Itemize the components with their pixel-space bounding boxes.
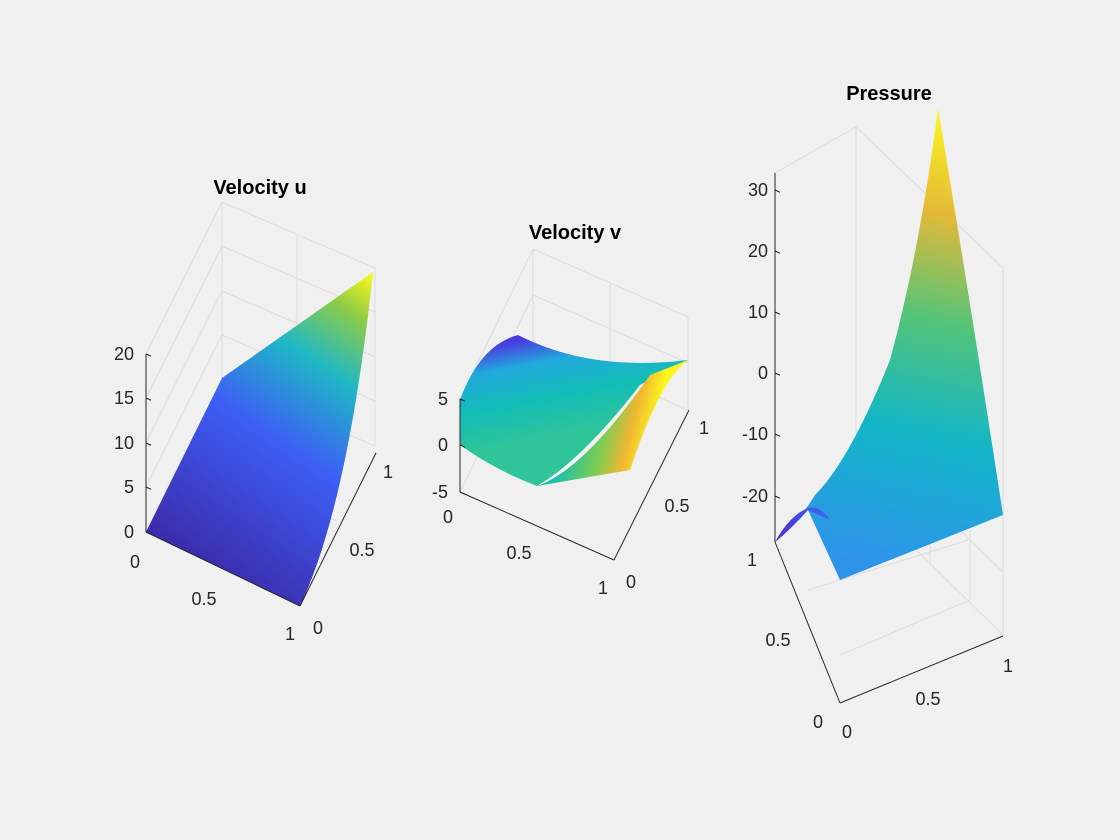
tick-mark: [145, 486, 152, 490]
z-tick-label: 0: [758, 363, 768, 383]
axis-lines-pressure: [774, 173, 1004, 704]
tick-mark: [459, 491, 466, 495]
tick-mark: [774, 495, 781, 499]
tick-mark: [145, 531, 152, 535]
y-tick-label: 0: [626, 572, 636, 592]
x-tick-label: 0: [842, 722, 852, 742]
x-tick-label: 0.5: [915, 689, 940, 709]
axes-velocity-v: Velocity v: [459, 222, 690, 561]
chart-title: Velocity u: [213, 177, 306, 199]
surface-velocity-v-side: [537, 360, 688, 486]
axes-pressure: Pressure: [774, 83, 1004, 704]
chart-title: Velocity v: [529, 222, 622, 244]
z-tick-label: 10: [748, 302, 768, 322]
chart-title: Pressure: [846, 83, 932, 105]
surface-pressure: [775, 108, 1003, 580]
tick-mark: [774, 189, 781, 193]
tick-mark: [459, 398, 466, 402]
z-tick-label: 20: [748, 241, 768, 261]
y-tick-label: 1: [383, 462, 393, 482]
tick-mark: [774, 311, 781, 315]
tick-mark: [774, 250, 781, 254]
surface-pressure-dip: [775, 507, 830, 542]
tick-mark: [145, 353, 152, 357]
x-tick-label: 0: [443, 507, 453, 527]
y-tick-label: 0.5: [664, 496, 689, 516]
x-tick-label: 1: [285, 624, 295, 644]
tick-mark: [145, 442, 152, 446]
y-tick-label: 0: [313, 618, 323, 638]
z-tick-label: 5: [438, 389, 448, 409]
z-tick-label: 5: [124, 477, 134, 497]
x-tick-label: 0.5: [191, 589, 216, 609]
y-tick-label: 1: [747, 550, 757, 570]
z-tick-label: -5: [432, 482, 448, 502]
z-tick-label: 0: [124, 522, 134, 542]
z-tick-label: -10: [742, 424, 768, 444]
tick-mark: [774, 433, 781, 437]
z-tick-label: 20: [114, 344, 134, 364]
z-tick-label: 10: [114, 433, 134, 453]
tick-mark: [459, 444, 466, 448]
tick-mark: [145, 397, 152, 401]
axes-velocity-u: Velocity u: [145, 177, 377, 607]
y-tick-label: 0: [813, 712, 823, 732]
x-tick-label: 1: [1003, 656, 1013, 676]
surface-velocity-u: [146, 272, 373, 606]
y-tick-label: 0.5: [765, 630, 790, 650]
z-tick-label: 0: [438, 435, 448, 455]
y-tick-label: 1: [699, 418, 709, 438]
z-tick-label: -20: [742, 486, 768, 506]
z-tick-label: 15: [114, 388, 134, 408]
x-tick-label: 1: [598, 578, 608, 598]
z-tick-label: 30: [748, 180, 768, 200]
x-tick-label: 0: [130, 552, 140, 572]
surface-velocity-v: [460, 335, 688, 486]
x-tick-label: 0.5: [506, 543, 531, 563]
tick-mark: [774, 372, 781, 376]
y-tick-label: 0.5: [349, 540, 374, 560]
